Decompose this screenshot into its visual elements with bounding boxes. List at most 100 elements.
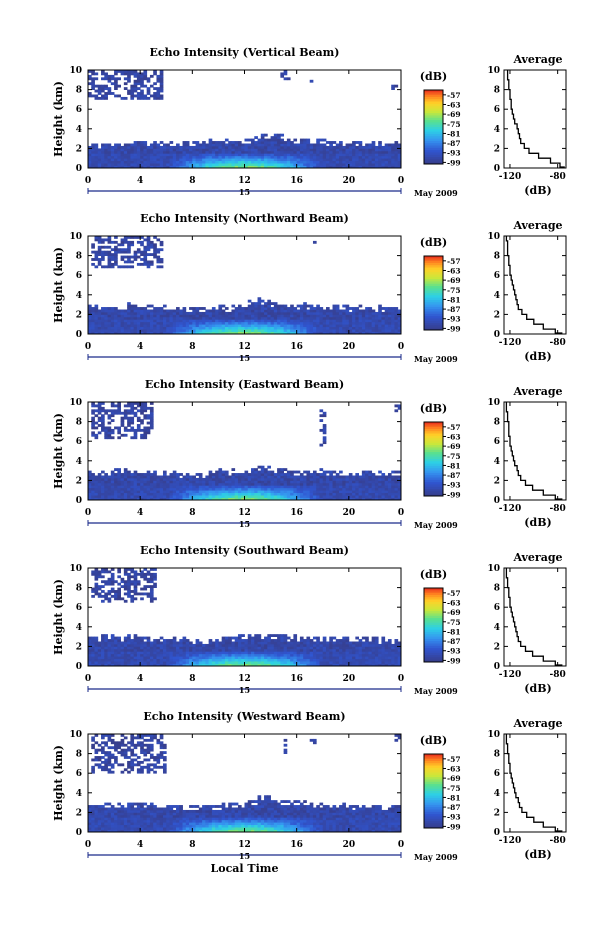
- heatmap-cell: [345, 307, 350, 310]
- heatmap-cell: [293, 636, 298, 640]
- heatmap-cell: [322, 470, 327, 474]
- heatmap-cell: [280, 143, 285, 147]
- heatmap-cell: [273, 314, 278, 318]
- heatmap-cell: [394, 482, 399, 486]
- heatmap-cell: [231, 641, 236, 645]
- heatmap-cell: [189, 495, 193, 498]
- heatmap-cell: [127, 70, 131, 73]
- heatmap-cell: [303, 653, 307, 657]
- heatmap-cell: [361, 309, 366, 313]
- heatmap-cell: [120, 329, 125, 332]
- heatmap-cell: [251, 497, 255, 501]
- heatmap-cell: [101, 255, 105, 259]
- heatmap-cell: [257, 299, 262, 303]
- heatmap-cell: [94, 487, 99, 491]
- heatmap-cell: [234, 480, 239, 484]
- heatmap-cell: [277, 490, 281, 494]
- heatmap-cell: [303, 495, 307, 498]
- heatmap-cell: [94, 646, 99, 650]
- heatmap-cell: [345, 487, 350, 491]
- heatmap-cell: [101, 485, 105, 489]
- heatmap-cell: [374, 329, 379, 332]
- heatmap-cell: [149, 490, 154, 494]
- heatmap-cell: [244, 658, 249, 662]
- heatmap-cell: [117, 329, 121, 332]
- heatmap-cell: [283, 648, 288, 652]
- heatmap-cell: [198, 163, 203, 166]
- heatmap-cell: [94, 165, 99, 169]
- heatmap-cell: [169, 482, 174, 486]
- heatmap-cell: [208, 470, 213, 474]
- heatmap-cell: [224, 485, 229, 489]
- heatmap-cell: [335, 480, 340, 484]
- heatmap-cell: [97, 96, 102, 100]
- heatmap-cell: [316, 145, 320, 149]
- heatmap-cell: [101, 165, 105, 169]
- heatmap-cell: [224, 656, 229, 660]
- heatmap-cell: [143, 409, 148, 413]
- heatmap-cell: [169, 316, 174, 320]
- heatmap-cell: [374, 165, 379, 169]
- heatmap-cell: [312, 326, 317, 330]
- heatmap-cell: [303, 163, 307, 166]
- heatmap-cell: [254, 646, 258, 650]
- heatmap-cell: [264, 487, 268, 491]
- heatmap-cell: [309, 163, 314, 166]
- heatmap-cell: [257, 653, 262, 657]
- heatmap-cell: [260, 643, 265, 647]
- heatmap-cell: [231, 158, 236, 162]
- heatmap-cell: [228, 477, 232, 481]
- heatmap-cell: [312, 155, 317, 159]
- heatmap-cell: [303, 470, 307, 474]
- heatmap-cell: [296, 651, 301, 655]
- heatmap-cell: [195, 143, 200, 147]
- colorbar-segment: [424, 286, 443, 289]
- heatmap-cell: [260, 326, 265, 330]
- heatmap-cell: [136, 145, 141, 149]
- heatmap-cell: [299, 487, 304, 491]
- heatmap-cell: [185, 661, 190, 664]
- heatmap-cell: [293, 153, 298, 157]
- heatmap-cell: [104, 153, 108, 157]
- heatmap-cell: [179, 314, 183, 318]
- heatmap-cell: [231, 324, 236, 328]
- heatmap-cell: [260, 331, 265, 335]
- heatmap-cell: [339, 497, 343, 501]
- heatmap-cell: [133, 143, 138, 147]
- heatmap-cell: [309, 485, 314, 489]
- heatmap-cell: [247, 634, 252, 637]
- heatmap-cell: [110, 482, 115, 486]
- heatmap-cell: [247, 495, 252, 498]
- heatmap-cell: [104, 238, 108, 242]
- heatmap-cell: [361, 490, 366, 494]
- heatmap-cell: [107, 492, 112, 496]
- x-tick-label: 16: [290, 176, 303, 186]
- heatmap-cell: [358, 141, 363, 144]
- heatmap-cell: [254, 643, 258, 647]
- heatmap-cell: [133, 477, 138, 481]
- heatmap-cell: [267, 311, 271, 315]
- heatmap-cell: [394, 160, 399, 164]
- colorbar-segment: [424, 129, 443, 133]
- heatmap-cell: [312, 480, 317, 484]
- heatmap-cell: [162, 641, 167, 645]
- heatmap-cell: [146, 646, 151, 650]
- heatmap-cell: [339, 309, 343, 313]
- heatmap-cell: [198, 480, 203, 484]
- heatmap-cell: [342, 475, 346, 479]
- heatmap-cell: [136, 419, 141, 422]
- heatmap-cell: [283, 77, 288, 81]
- heatmap-cell: [267, 643, 271, 647]
- heatmap-cell: [179, 653, 183, 657]
- heatmap-cell: [254, 492, 258, 496]
- heatmap-cell: [237, 497, 242, 501]
- heatmap-cell: [306, 148, 311, 152]
- heatmap-cell: [159, 329, 164, 332]
- heatmap-cell: [88, 165, 92, 169]
- heatmap-cell: [182, 160, 187, 164]
- heatmap-cell: [277, 653, 281, 657]
- heatmap-cell: [290, 145, 294, 149]
- colorbar-segment: [424, 484, 443, 488]
- heatmap-cell: [378, 326, 382, 330]
- heatmap-cell: [123, 648, 128, 652]
